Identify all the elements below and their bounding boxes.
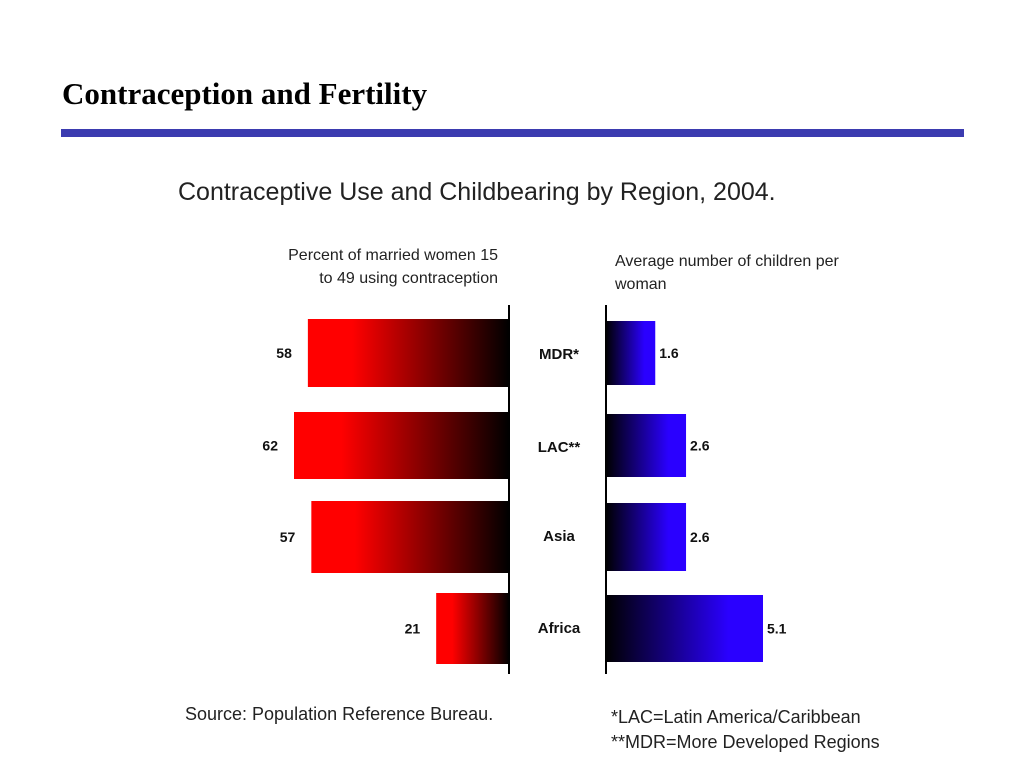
left-bar-4 [436, 593, 509, 664]
title-rule [61, 129, 964, 137]
left-value-label-4: 21 [405, 621, 421, 637]
right-bar-1 [606, 321, 656, 385]
chart-title: Contraceptive Use and Childbearing by Re… [178, 178, 776, 206]
right-value-label-2: 2.6 [690, 438, 710, 454]
right-value-label-1: 1.6 [659, 345, 679, 361]
right-axis-caption-line-2: woman [614, 276, 667, 293]
footnote-mdr: **MDR=More Developed Regions [611, 732, 880, 752]
right-value-label-3: 2.6 [690, 529, 710, 545]
left-value-label-3: 57 [280, 529, 296, 545]
left-bar-1 [307, 319, 509, 387]
right-bar-4 [606, 595, 763, 662]
left-bars: 58 62 57 21 [262, 319, 509, 664]
region-label-4: Africa [538, 620, 581, 637]
right-bar-2 [606, 414, 687, 477]
region-label-1: MDR* [539, 346, 579, 363]
region-label-3: Asia [543, 528, 575, 545]
footnote-lac: *LAC=Latin America/Caribbean [611, 707, 861, 727]
slide-title: Contraception and Fertility [62, 76, 428, 111]
region-labels: MDR* LAC** Asia Africa [538, 346, 581, 637]
left-axis-caption-line-2: to 49 using contraception [319, 270, 498, 287]
right-axis-caption-line-1: Average number of children per [615, 253, 840, 270]
right-bars: 1.6 2.6 2.6 5.1 [606, 321, 787, 662]
left-axis-caption-line-1: Percent of married women 15 [288, 247, 498, 264]
left-bar-2 [294, 412, 509, 479]
left-value-label-1: 58 [276, 345, 292, 361]
left-bar-3 [311, 501, 509, 573]
left-value-label-2: 62 [262, 438, 278, 454]
right-value-label-4: 5.1 [767, 621, 787, 637]
source-note: Source: Population Reference Bureau. [185, 704, 493, 724]
right-bar-3 [606, 503, 687, 571]
region-label-2: LAC** [538, 439, 581, 456]
